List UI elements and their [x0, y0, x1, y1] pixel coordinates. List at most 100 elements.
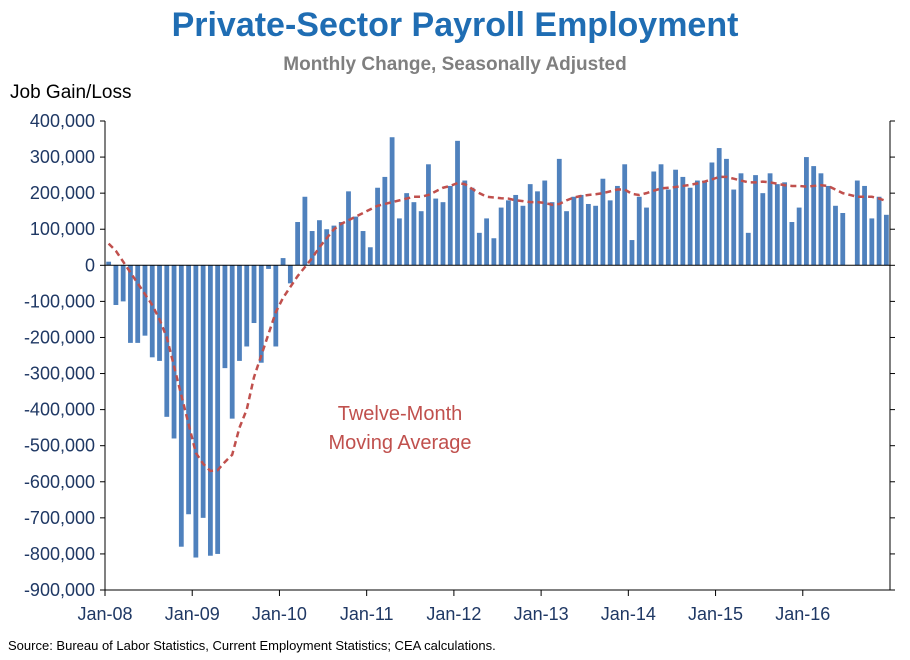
bar	[716, 148, 722, 266]
bar	[476, 232, 482, 266]
bar	[404, 193, 410, 266]
annotation-line-2: Moving Average	[328, 432, 472, 454]
bar	[346, 191, 351, 266]
bar	[280, 258, 286, 266]
bar	[767, 173, 773, 266]
bar	[506, 200, 511, 266]
bar	[411, 202, 417, 266]
moving-average-line	[107, 175, 887, 473]
bar	[229, 265, 235, 419]
bar	[862, 185, 867, 266]
bar	[738, 173, 744, 266]
x-tick-label: Jan-08	[77, 604, 132, 624]
bar	[709, 162, 715, 266]
bar	[745, 232, 751, 266]
chart-title: Private-Sector Payroll Employment	[171, 6, 739, 44]
bar	[295, 222, 301, 266]
bar	[302, 196, 308, 266]
bar	[193, 265, 199, 558]
y-tick-label: -800,000	[24, 544, 95, 564]
bar	[324, 229, 330, 266]
bar	[120, 265, 126, 302]
x-tick-label: Jan-16	[775, 604, 830, 624]
x-tick-label: Jan-14	[601, 604, 656, 624]
bar	[491, 238, 497, 266]
y-tick-label: -400,000	[24, 400, 95, 420]
y-tick-label: 200,000	[30, 183, 95, 203]
bar	[651, 171, 657, 266]
bar	[520, 205, 526, 266]
y-axis-label: Job Gain/Loss	[10, 82, 132, 103]
bar	[215, 265, 221, 554]
bar	[694, 180, 700, 266]
source-note: Source: Bureau of Labor Statistics, Curr…	[8, 638, 496, 653]
bar	[273, 265, 279, 347]
bar	[840, 213, 846, 266]
bar	[367, 247, 373, 266]
x-tick-label: Jan-11	[340, 604, 394, 624]
bar	[128, 265, 133, 343]
bar	[113, 265, 119, 305]
bar	[549, 202, 555, 266]
bar	[353, 216, 359, 266]
bar	[578, 194, 584, 266]
y-tick-label: 0	[85, 255, 95, 275]
y-tick-label: -700,000	[24, 508, 95, 528]
bar	[535, 191, 540, 266]
bar	[135, 265, 141, 343]
bar	[171, 265, 177, 439]
bar	[658, 164, 664, 266]
bar	[258, 265, 264, 363]
bar	[702, 180, 708, 266]
bar	[833, 205, 838, 266]
bar	[513, 194, 519, 266]
x-tick-label: Jan-10	[252, 604, 307, 624]
bar	[396, 218, 402, 266]
bar	[389, 137, 395, 266]
bar	[869, 218, 875, 266]
bar	[266, 265, 271, 269]
bar	[331, 225, 337, 266]
bar	[527, 184, 533, 266]
bar	[142, 265, 148, 336]
bar	[571, 196, 577, 266]
bar	[157, 265, 162, 361]
bar-series	[106, 137, 889, 558]
bar	[309, 231, 315, 266]
y-ticks: 400,000 300,000 200,000 100,000 0 -100,000 -20…	[24, 111, 895, 600]
bar	[556, 158, 562, 266]
bar	[665, 189, 671, 266]
bar	[542, 180, 548, 266]
bar	[251, 265, 257, 324]
moving-average-annotation: Twelve-Month Moving Average	[300, 400, 500, 458]
bar	[680, 176, 686, 266]
bar	[418, 211, 424, 266]
bar	[222, 265, 228, 369]
bar	[883, 214, 889, 266]
bar	[782, 182, 788, 266]
y-tick-label: -900,000	[24, 580, 95, 600]
y-tick-label: -200,000	[24, 327, 95, 347]
annotation-line-1: Twelve-Month	[337, 403, 463, 425]
x-tick-label: Jan-15	[688, 604, 743, 624]
bar	[360, 231, 366, 266]
y-tick-label: -500,000	[24, 436, 95, 456]
bar	[818, 173, 824, 266]
bar	[585, 203, 591, 266]
bar	[338, 222, 344, 266]
x-ticks: Jan-08 Jan-09 Jan-10 Jan-11 Jan-12 Jan-13 Jan-…	[77, 590, 830, 624]
bar	[244, 265, 250, 347]
bar	[796, 207, 802, 266]
bar	[106, 261, 112, 266]
bar	[600, 178, 606, 266]
bar	[804, 157, 809, 266]
bar	[854, 180, 860, 266]
bar	[774, 184, 780, 266]
bar	[207, 265, 213, 556]
bar	[731, 189, 737, 266]
bar	[593, 205, 599, 266]
bar	[811, 166, 817, 266]
x-tick-label: Jan-13	[514, 604, 569, 624]
bar	[178, 265, 184, 547]
